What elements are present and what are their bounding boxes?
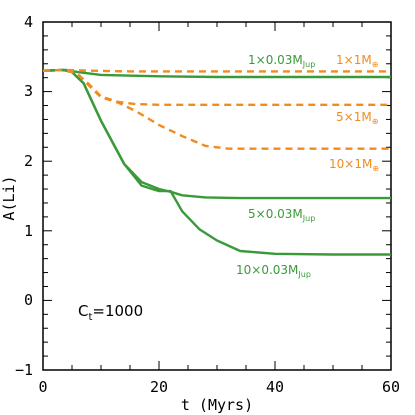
annotation-5x1mearth: 5×1M⊕ xyxy=(336,110,378,126)
ct-label: Ct=1000 xyxy=(78,302,143,323)
series-line-5 xyxy=(42,68,391,150)
annotation-1x1mearth: 1×1M⊕ xyxy=(336,53,378,69)
x-axis-title: t (Myrs) xyxy=(181,396,253,414)
y-tick-label-neg1: −1 xyxy=(15,361,33,379)
series-line-1 xyxy=(42,68,391,200)
series-lines xyxy=(42,68,391,256)
annotation-5x003mjup: 5×0.03MJup xyxy=(248,207,315,223)
y-tick-label-2: 2 xyxy=(24,152,33,170)
series-line-2 xyxy=(42,68,391,256)
x-tick-label-0: 0 xyxy=(38,378,47,396)
y-tick-label-0: 0 xyxy=(24,291,33,309)
annotation-1x003mjup: 1×0.03MJup xyxy=(248,53,315,69)
tick-labels: 0 20 40 60 −1 0 1 2 3 4 xyxy=(15,13,400,396)
annotation-10x003mjup: 10×0.03MJup xyxy=(236,263,311,279)
y-tick-label-3: 3 xyxy=(24,82,33,100)
x-tick-label-40: 40 xyxy=(266,378,284,396)
y-axis-title: A(Li) xyxy=(0,175,18,220)
y-tick-label-1: 1 xyxy=(24,222,33,240)
x-tick-label-20: 20 xyxy=(150,378,168,396)
annotation-10x1mearth: 10×1M⊕ xyxy=(329,157,379,173)
x-tick-label-60: 60 xyxy=(382,378,400,396)
series-line-3 xyxy=(42,68,391,73)
y-tick-label-4: 4 xyxy=(24,13,33,31)
axis-ticks xyxy=(42,21,392,371)
